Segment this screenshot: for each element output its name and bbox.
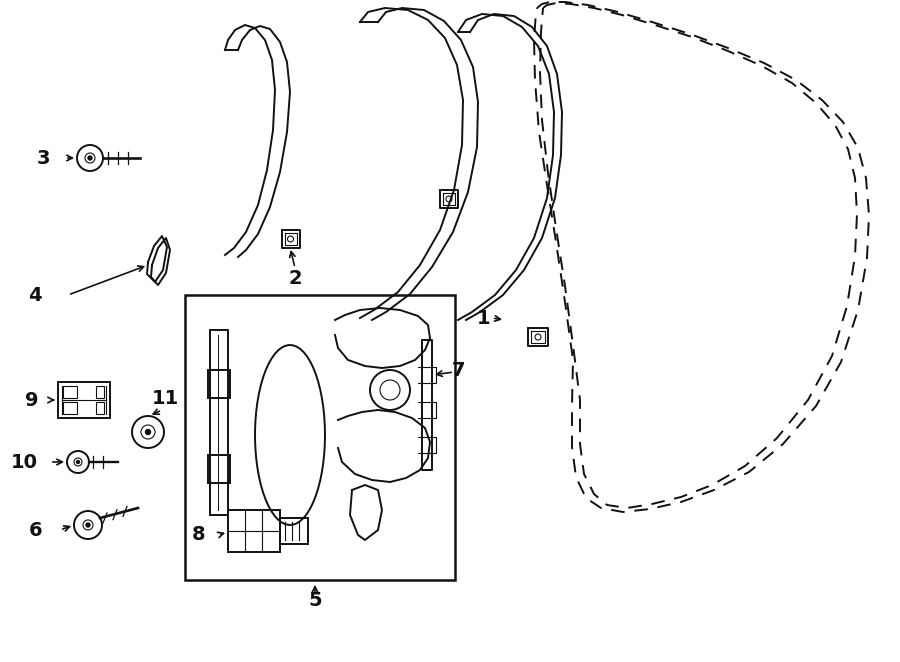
Bar xyxy=(280,518,308,544)
Text: 1: 1 xyxy=(476,308,490,328)
Bar xyxy=(63,402,77,414)
Circle shape xyxy=(86,523,90,527)
Text: 10: 10 xyxy=(11,453,38,471)
Text: 5: 5 xyxy=(308,591,322,610)
Text: 2: 2 xyxy=(288,269,302,287)
Bar xyxy=(63,386,77,398)
Text: 8: 8 xyxy=(192,526,205,545)
Bar xyxy=(228,510,280,552)
Text: 6: 6 xyxy=(29,520,42,540)
Bar xyxy=(58,382,110,418)
Text: 9: 9 xyxy=(24,391,38,410)
Bar xyxy=(96,402,104,414)
Bar xyxy=(208,370,230,398)
Text: 7: 7 xyxy=(452,361,465,379)
Circle shape xyxy=(88,156,92,160)
Bar xyxy=(208,455,230,483)
Text: 3: 3 xyxy=(37,148,50,167)
Bar xyxy=(210,330,228,515)
Circle shape xyxy=(146,430,150,434)
Bar xyxy=(96,386,104,398)
Text: 4: 4 xyxy=(29,285,42,305)
Text: 11: 11 xyxy=(151,389,178,408)
Circle shape xyxy=(76,461,79,463)
Bar xyxy=(185,295,455,580)
